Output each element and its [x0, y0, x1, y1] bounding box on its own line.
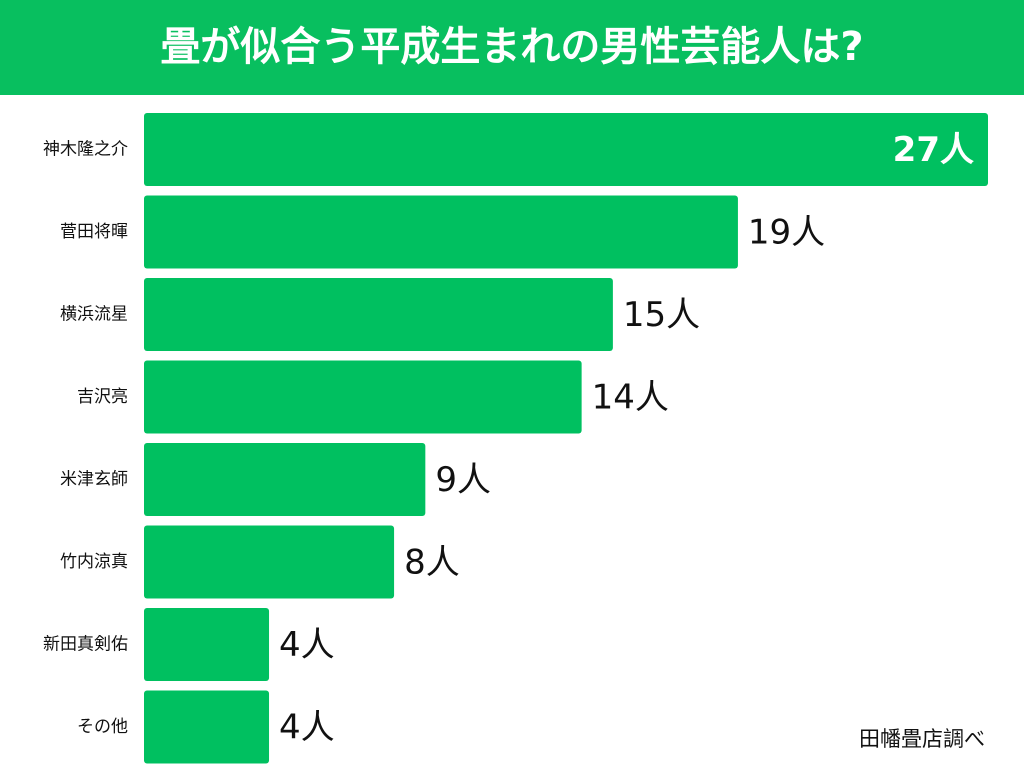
bar — [144, 360, 582, 434]
bar — [144, 278, 613, 351]
category-label: 米津玄師 — [60, 470, 128, 490]
category-label: 竹内涼真 — [60, 552, 128, 572]
value-label: 27人 — [893, 130, 974, 170]
category-label: 吉沢亮 — [77, 387, 128, 407]
bar — [144, 690, 270, 764]
value-label: 9人 — [435, 460, 491, 500]
bar — [144, 443, 426, 516]
category-label: 新田真剣佑 — [43, 635, 128, 655]
value-label: 4人 — [279, 625, 335, 665]
value-label: 8人 — [404, 543, 460, 583]
bar — [144, 195, 738, 269]
category-label: 神木隆之介 — [43, 140, 128, 160]
value-label: 4人 — [279, 708, 335, 748]
category-label: 横浜流星 — [60, 305, 128, 325]
value-label: 19人 — [748, 213, 825, 253]
bar — [144, 113, 988, 186]
chart-title: 畳が似合う平成生まれの男性芸能人は? — [160, 24, 863, 70]
value-label: 15人 — [623, 295, 700, 335]
bar — [144, 608, 270, 681]
source-note: 田幡畳店調べ — [859, 727, 985, 751]
value-label: 14人 — [592, 378, 669, 418]
header-band — [0, 0, 1024, 95]
bar — [144, 525, 395, 599]
category-label: その他 — [77, 717, 128, 737]
category-label: 菅田将暉 — [60, 222, 128, 242]
